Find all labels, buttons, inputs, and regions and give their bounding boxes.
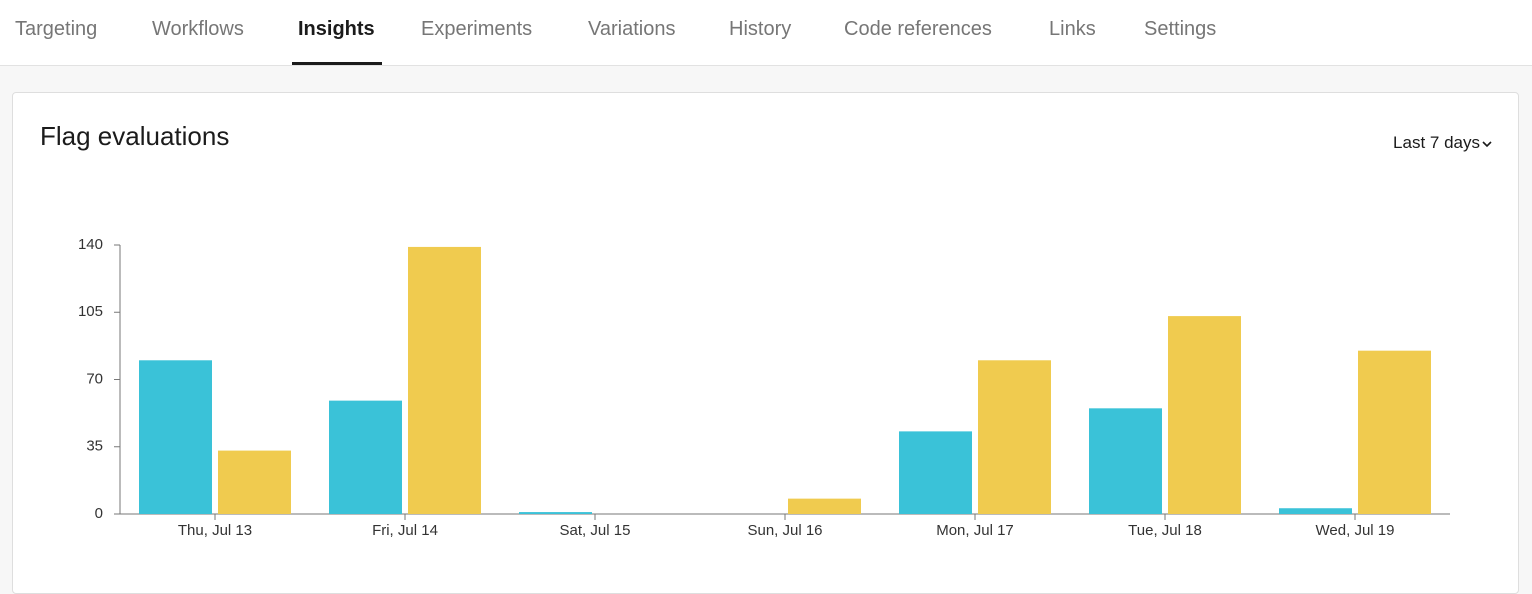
range-selector[interactable]: Last 7 days	[1393, 133, 1480, 152]
x-tick-label: Sat, Jul 15	[560, 522, 631, 539]
bar	[1279, 508, 1352, 514]
y-tick-label: 105	[78, 303, 103, 320]
chevron[interactable]	[1481, 139, 1493, 149]
tab[interactable]: Workflows	[152, 18, 244, 40]
y-tick-label: 140	[78, 236, 103, 253]
x-tick-label: Fri, Jul 14	[372, 522, 438, 539]
tab-bar: Targeting Workflows Insights Experiments…	[0, 0, 1532, 66]
bar	[519, 512, 592, 514]
tab[interactable]: Code references	[844, 18, 992, 40]
y-tick-label: 35	[86, 438, 103, 455]
chart: 0 35 70 105 140 Thu, Jul 13 Fri, Jul 14 Sat, Ju…	[78, 236, 1450, 539]
bar	[218, 450, 291, 514]
tab[interactable]: Targeting	[15, 18, 98, 40]
x-tick-label: Sun, Jul 16	[747, 522, 822, 539]
bar	[978, 360, 1051, 514]
bar	[408, 246, 481, 514]
y-tick-label: 70	[86, 370, 103, 387]
bar	[788, 498, 861, 514]
tab[interactable]: Links	[1049, 18, 1096, 40]
tab[interactable]: Experiments	[421, 18, 533, 40]
bar	[899, 431, 972, 514]
x-tick-label: Tue, Jul 18	[1128, 522, 1202, 539]
tab[interactable]: Variations	[588, 18, 676, 40]
x-tick-label: Wed, Jul 19	[1316, 522, 1395, 539]
tab[interactable]: Settings	[1144, 18, 1217, 40]
tab[interactable]: History	[729, 18, 792, 40]
y-tick-label: 0	[95, 505, 103, 522]
bar	[139, 360, 212, 514]
bar	[1358, 350, 1431, 514]
card-title: Flag evaluations	[40, 121, 230, 151]
x-tick-label: Mon, Jul 17	[936, 522, 1014, 539]
bar	[329, 400, 402, 514]
tab-underline	[292, 62, 382, 65]
bar	[1089, 408, 1162, 514]
x-tick-label: Thu, Jul 13	[178, 522, 252, 539]
tab-active[interactable]: Insights	[298, 18, 375, 40]
bar	[1168, 316, 1241, 514]
